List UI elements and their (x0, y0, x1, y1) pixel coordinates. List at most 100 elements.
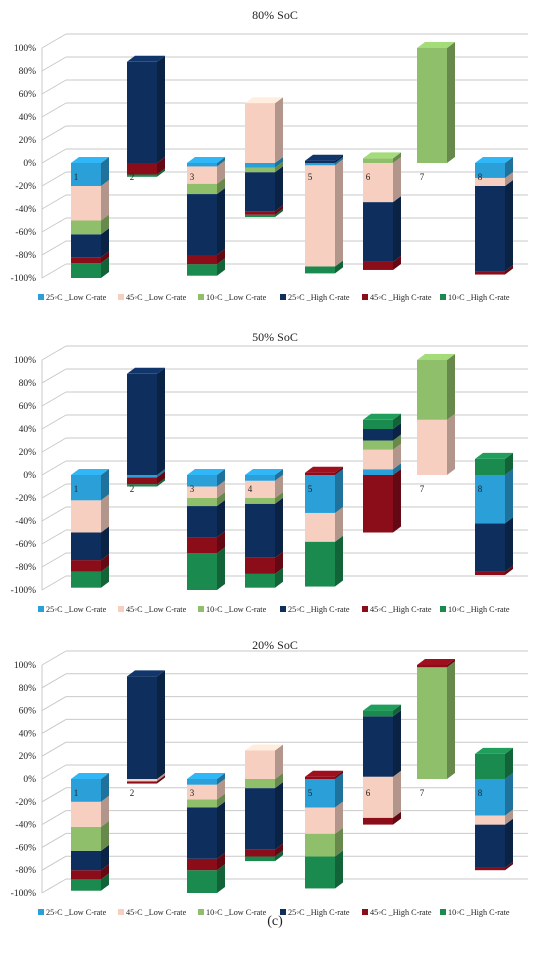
bar-side-45C_Low (275, 744, 283, 779)
y-tick-label: -40% (15, 821, 36, 831)
bar-side-45C_High (393, 255, 401, 270)
bar-side-45C_Low (393, 770, 401, 818)
bar-top-25C_Low (187, 773, 225, 779)
legend-swatch (280, 606, 286, 612)
bar-side-10C_Low (335, 827, 343, 857)
bar-side-25C_High (505, 818, 513, 868)
y-tick-label: 60% (19, 402, 37, 412)
bar-side-45C_High (217, 249, 225, 265)
legend-label: 45◦C _High C-rate (370, 293, 432, 302)
y-tick-label: -80% (15, 251, 36, 261)
bar-segment-45C_Low (71, 500, 101, 533)
bar-side-45C_High (505, 565, 513, 576)
bar-top-25C_High (305, 154, 343, 161)
bar-segment-25C_High (127, 676, 157, 779)
bar-segment-10C_Low (363, 158, 393, 163)
bar-side-25C_High (275, 782, 283, 850)
bar-side-45C_Low (505, 809, 513, 825)
bar-side-10C_High (217, 258, 225, 276)
legend-label: 25◦C _Low C-rate (46, 605, 107, 614)
bar-segment-10C_Low (245, 498, 275, 504)
bar-segment-10C_High (127, 484, 157, 487)
bar-segment-25C_High (71, 234, 101, 258)
gridline-diagonal (41, 391, 67, 407)
y-tick-label: -60% (15, 228, 36, 238)
gridline-diagonal (41, 855, 67, 871)
bar-side-45C_High (101, 864, 109, 880)
y-tick-label: 100% (14, 356, 36, 366)
bar-segment-45C_High (475, 867, 505, 871)
category-label: 3 (190, 788, 195, 798)
bar-segment-10C_High (245, 214, 275, 218)
category-label: 7 (420, 788, 425, 798)
bar-side-25C_High (101, 526, 109, 561)
bar-segment-10C_High (187, 264, 217, 276)
bar-top-10C_High (363, 704, 401, 711)
category-label: 6 (366, 788, 371, 798)
category-label: 8 (478, 484, 483, 494)
legend-label: 45◦C _High C-rate (370, 605, 432, 614)
bar-side-25C_Low (275, 157, 283, 168)
bar-side-25C_High (393, 423, 401, 441)
y-tick-label: -20% (15, 494, 36, 504)
bar-segment-10C_High (187, 870, 217, 893)
bar-side-45C_Low (101, 494, 109, 533)
gridline-diagonal (41, 741, 67, 757)
gridline-diagonal (41, 437, 67, 453)
legend-swatch (38, 909, 44, 915)
bar-segment-45C_High (187, 858, 217, 871)
bar-segment-10C_High (71, 263, 101, 278)
bar-side-25C_High (217, 188, 225, 255)
bar-side-10C_High (275, 208, 283, 218)
bar-side-25C_Low (101, 469, 109, 501)
bar-side-10C_Low (217, 793, 225, 808)
legend-swatch (198, 294, 204, 300)
bar-segment-25C_High (187, 807, 217, 859)
bar-segment-10C_High (363, 710, 393, 717)
bar-side-45C_Low (217, 480, 225, 498)
bar-side-10C_High (217, 547, 225, 590)
bar-segment-45C_Low (71, 801, 101, 827)
bar-segment-45C_High (187, 255, 217, 265)
bar-segment-10C_Low (245, 779, 275, 789)
bar-segment-25C_Low (245, 163, 275, 168)
bar-side-45C_Low (217, 778, 225, 800)
category-label: 1 (74, 788, 79, 798)
gridline-diagonal (41, 529, 67, 545)
bar-top-25C_Low (187, 157, 225, 163)
bar-side-10C_High (217, 864, 225, 893)
y-tick-label: 80% (19, 684, 37, 694)
bar-side-45C_High (101, 554, 109, 572)
legend-label: 10◦C _High C-rate (448, 908, 510, 917)
bar-segment-45C_Low (187, 784, 217, 800)
bar-segment-10C_Low (417, 48, 447, 163)
gridline-diagonal (41, 810, 67, 826)
legend-label: 25◦C _Low C-rate (46, 908, 107, 917)
bar-segment-10C_High (305, 541, 335, 587)
legend-swatch (38, 294, 44, 300)
bar-side-10C_High (505, 452, 513, 475)
bar-segment-10C_High (475, 753, 505, 779)
bar-side-10C_Low (447, 661, 455, 779)
bar-segment-25C_High (71, 850, 101, 871)
gridline-diagonal (41, 832, 67, 848)
bar-segment-25C_High (475, 186, 505, 272)
gridline-diagonal (41, 125, 67, 141)
bar-top-25C_Low (475, 157, 513, 163)
bar-segment-10C_Low (417, 667, 447, 779)
bar-segment-10C_High (475, 458, 505, 475)
bar-segment-10C_High (187, 553, 217, 590)
bar-segment-45C_Low (71, 186, 101, 221)
category-label: 3 (190, 484, 195, 494)
legend-swatch (280, 909, 286, 915)
bar-side-10C_Low (447, 42, 455, 163)
category-label: 7 (420, 172, 425, 182)
bar-side-25C_High (275, 166, 283, 212)
bar-top-25C_Low (71, 157, 109, 163)
bar-side-25C_Low (335, 773, 343, 808)
bar-side-25C_Low (157, 469, 165, 478)
legend-swatch (440, 606, 446, 612)
legend-swatch (440, 909, 446, 915)
bar-side-45C_High (447, 659, 455, 668)
legend-label: 10◦C _High C-rate (448, 293, 510, 302)
